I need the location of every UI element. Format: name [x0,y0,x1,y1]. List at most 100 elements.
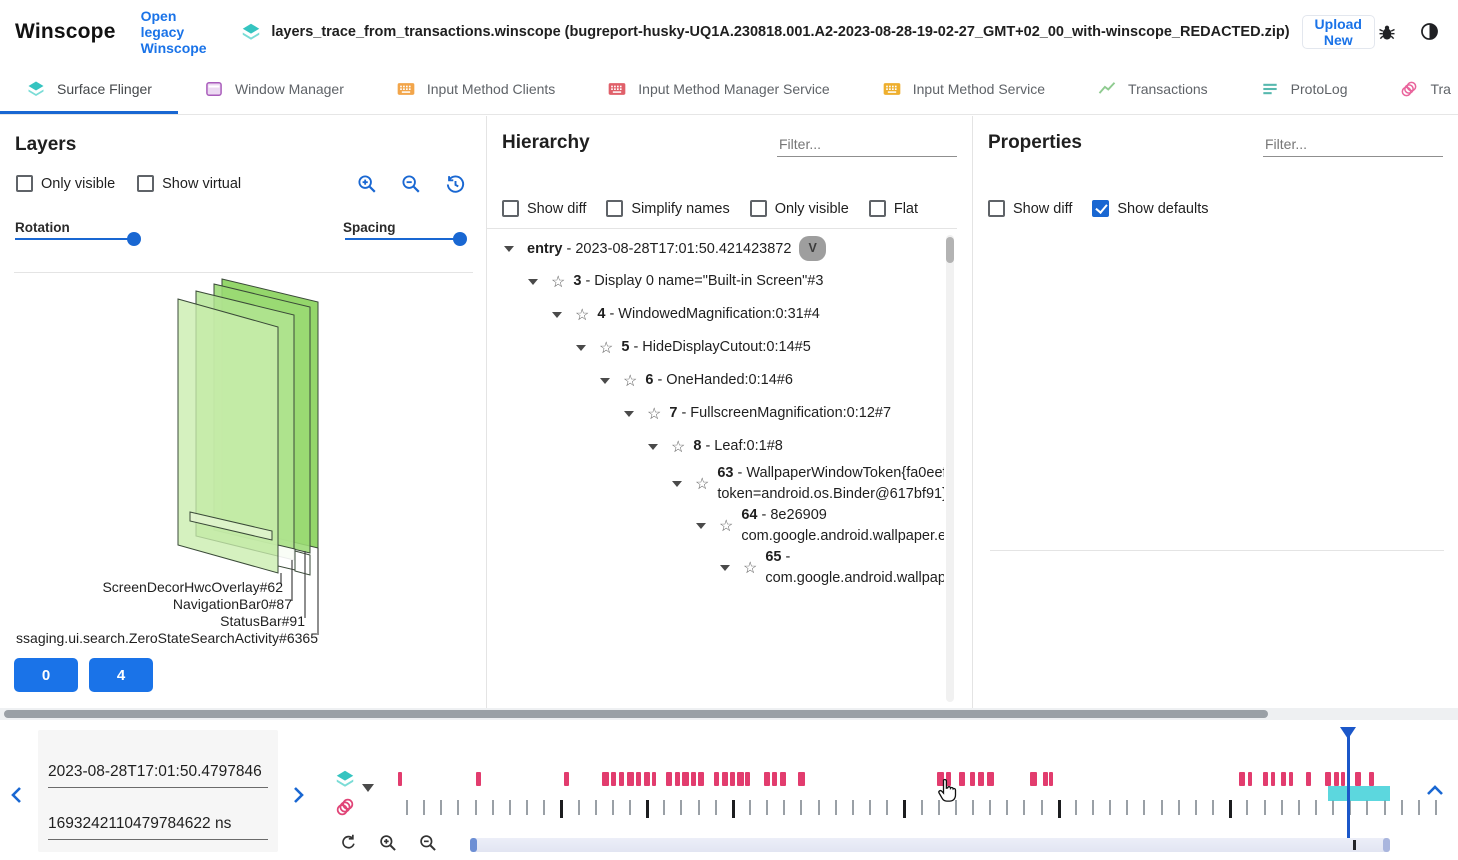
show-virtual-checkbox[interactable]: Show virtual [137,175,241,192]
transition-marker[interactable] [730,772,735,786]
transaction-tick[interactable] [697,800,700,815]
main-horizontal-scrollbar[interactable] [0,708,1458,720]
zoom-in-icon[interactable] [354,171,380,197]
simplify-names-checkbox[interactable]: Simplify names [606,200,730,217]
dark-mode-toggle-icon[interactable] [1419,19,1440,45]
transaction-tick[interactable] [1400,800,1403,815]
star-icon[interactable]: ☆ [623,372,638,390]
collapse-caret-icon[interactable] [624,410,634,417]
transition-marker[interactable] [564,772,569,786]
timeline-minimap[interactable] [470,838,1390,852]
timeline-zoom-out-icon[interactable] [418,833,438,853]
display-id-button[interactable]: 0 [14,658,78,692]
star-icon[interactable]: ☆ [695,476,710,493]
collapse-caret-icon[interactable] [720,565,730,571]
collapse-caret-icon[interactable] [648,443,658,450]
transition-marker[interactable] [666,772,672,786]
tree-node[interactable]: ☆ 65 - com.google.android.wallpaper.effe… [720,547,944,589]
next-entry-chevron-icon[interactable] [291,786,311,806]
show-defaults-checkbox[interactable]: Show defaults [1092,200,1208,217]
upload-new-button[interactable]: Upload New [1301,14,1375,49]
tab-window-manager[interactable]: Window Manager [178,63,370,114]
timestamp-human-field[interactable]: 2023-08-28T17:01:50.4797846 [48,741,268,788]
transaction-tick[interactable] [508,800,511,815]
transition-marker[interactable] [398,772,402,786]
tree-node[interactable]: ☆ 5 - HideDisplayCutout:0:14#5 [576,331,944,364]
collapse-caret-icon[interactable] [576,344,586,351]
tree-node-entry[interactable]: entry - 2023-08-28T17:01:50.421423872 V [504,232,944,265]
transaction-tick[interactable] [851,800,854,815]
transition-marker[interactable] [627,772,634,786]
transition-marker[interactable] [682,772,689,786]
reset-view-icon[interactable] [442,171,468,197]
tab-surface-flinger[interactable]: Surface Flinger [0,63,178,114]
transaction-tick[interactable] [440,800,443,815]
collapse-caret-icon[interactable] [528,278,538,285]
transaction-tick[interactable] [1314,800,1317,815]
star-icon[interactable]: ☆ [647,405,662,423]
checkbox-box[interactable] [1092,200,1110,217]
surface-flinger-trace-icon[interactable] [334,768,356,790]
transaction-tick[interactable] [1435,800,1437,815]
transaction-tick[interactable] [680,800,683,815]
transaction-tick[interactable] [1229,800,1233,818]
transition-marker[interactable] [978,772,984,786]
transaction-tick[interactable] [1177,800,1180,815]
transition-marker[interactable] [1271,772,1275,786]
transition-marker[interactable] [722,772,728,786]
transaction-tick[interactable] [749,800,751,815]
transition-marker[interactable] [1043,772,1048,786]
transition-marker[interactable] [1341,772,1345,786]
minimap-right-handle[interactable] [1383,838,1390,852]
timeline-zoom-in-icon[interactable] [378,833,398,853]
transition-marker[interactable] [602,772,609,786]
tree-node[interactable]: ☆ 63 - WallpaperWindowToken{fa0eef6 toke… [672,463,944,505]
tree-node[interactable]: ☆ 3 - Display 0 name="Built-in Screen"#3 [528,265,944,298]
transaction-tick[interactable] [1006,800,1009,815]
minimap-left-handle[interactable] [470,838,477,852]
transaction-tick[interactable] [1383,800,1386,815]
tab-input-method-service[interactable]: Input Method Service [856,63,1071,114]
transaction-tick[interactable] [1194,800,1197,815]
transaction-tick[interactable] [628,800,631,815]
flat-checkbox[interactable]: Flat [868,200,918,217]
refresh-icon[interactable] [339,833,358,852]
tree-node[interactable]: ☆ 64 - 8e26909 com.google.android.wallpa… [696,505,944,547]
transition-marker[interactable] [1248,772,1252,786]
transition-marker[interactable] [691,772,696,786]
timeline-cursor-line[interactable] [1347,728,1350,838]
transaction-tick[interactable] [1246,800,1249,815]
tree-node[interactable]: ☆ 8 - Leaf:0:1#8 [648,430,944,463]
trace-dropdown-caret-icon[interactable] [362,784,374,792]
report-bug-icon[interactable] [1377,19,1397,45]
transaction-tick[interactable] [406,800,408,815]
scrollbar-thumb[interactable] [4,710,1268,718]
transaction-tick[interactable] [1023,800,1026,815]
transitions-trace-icon[interactable] [334,796,356,818]
show-diff-checkbox[interactable]: Show diff [502,200,586,217]
collapse-caret-icon[interactable] [696,523,706,529]
layer-rect-small[interactable] [294,550,311,576]
transaction-tick[interactable] [646,800,650,818]
layer-rect-thin[interactable] [189,511,273,541]
transaction-tick[interactable] [886,800,889,815]
collapse-caret-icon[interactable] [504,245,514,252]
transition-marker[interactable] [780,772,786,786]
star-icon[interactable]: ☆ [575,306,590,324]
transaction-tick[interactable] [1417,800,1420,815]
timestamp-ns-field[interactable]: 1693242110479784622 ns [48,793,268,840]
transaction-tick[interactable] [1057,800,1061,818]
transition-marker[interactable] [1263,772,1268,786]
transition-marker[interactable] [611,772,616,786]
tab-input-method-manager-service[interactable]: Input Method Manager Service [581,63,855,114]
transaction-tick[interactable] [1143,800,1146,815]
transition-marker[interactable] [644,772,650,786]
tab-input-method-clients[interactable]: Input Method Clients [370,63,581,114]
tree-node[interactable]: ☆ 7 - FullscreenMagnification:0:12#7 [624,397,944,430]
transition-marker[interactable] [1306,772,1311,786]
layers-3d-view[interactable]: ScreenDecorHwcOverlay#62 NavigationBar0#… [0,275,487,650]
collapse-timeline-chevron-icon[interactable] [1426,784,1446,804]
transition-marker[interactable] [675,772,680,786]
hierarchy-filter-input[interactable] [777,132,957,157]
star-icon[interactable]: ☆ [671,438,686,456]
